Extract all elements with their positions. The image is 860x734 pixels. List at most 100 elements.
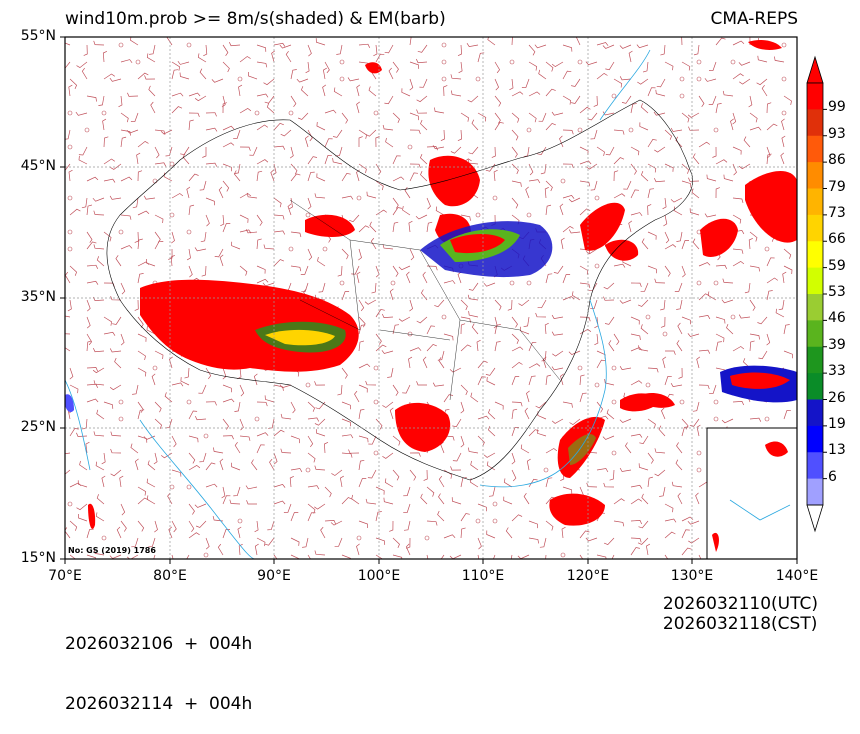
wind-barb — [579, 106, 591, 114]
wind-barb — [205, 367, 212, 380]
wind-barb — [608, 340, 615, 352]
wind-barb — [552, 350, 564, 357]
colorbar-label: 99 — [828, 99, 846, 116]
wind-barb — [452, 452, 462, 462]
wind-barb — [375, 511, 382, 522]
calm-marker — [118, 42, 124, 48]
wind-barb — [369, 221, 377, 233]
wind-barb — [523, 316, 530, 328]
wind-barb — [132, 384, 139, 395]
wind-barb — [130, 112, 139, 122]
wind-barb — [153, 452, 158, 465]
wind-barb — [384, 44, 394, 54]
wind-barb — [654, 278, 666, 284]
wind-barb — [375, 418, 383, 430]
wind-barb — [171, 382, 184, 387]
wind-barb — [664, 129, 673, 140]
wind-barb — [647, 87, 656, 97]
wind-barb — [654, 146, 666, 153]
calm-marker — [577, 127, 583, 133]
wind-barb — [494, 112, 501, 124]
wind-barb — [426, 197, 431, 210]
wind-barb — [387, 367, 394, 378]
wind-barb — [544, 322, 549, 335]
wind-barb — [324, 109, 337, 114]
wind-barb — [279, 384, 292, 389]
wind-barb — [671, 481, 683, 488]
wind-barb — [109, 384, 122, 391]
calm-marker — [305, 212, 311, 218]
wind-barb — [528, 179, 541, 184]
wind-barb — [65, 315, 71, 318]
wind-barb — [78, 155, 88, 165]
wind-barb — [382, 401, 394, 408]
wind-barb — [691, 188, 700, 199]
wind-barb — [783, 409, 791, 420]
calm-marker — [288, 110, 294, 116]
wind-barb — [389, 288, 394, 301]
wind-barb — [65, 469, 71, 475]
wind-barb — [630, 537, 642, 543]
wind-barb — [681, 547, 692, 556]
wind-barb — [415, 58, 428, 64]
wind-barb — [351, 494, 360, 505]
wind-barb — [222, 163, 232, 172]
calm-marker — [509, 280, 515, 286]
wind-barb — [217, 543, 224, 556]
wind-barb — [409, 163, 421, 169]
calm-marker — [781, 110, 787, 116]
wind-barb — [602, 435, 615, 440]
wind-barb — [587, 112, 598, 121]
wind-barb — [687, 520, 700, 525]
wind-barb — [630, 103, 637, 114]
wind-barb — [383, 497, 394, 505]
wind-barb — [505, 527, 513, 539]
wind-barb — [401, 88, 411, 97]
colorbar-label: 73 — [828, 204, 846, 221]
wind-barb — [188, 265, 193, 278]
wind-barb — [613, 520, 625, 527]
wind-barb — [460, 214, 471, 221]
wind-barb — [300, 86, 309, 97]
shade-southwest — [395, 402, 451, 452]
wind-barb — [748, 237, 753, 250]
wind-barb — [375, 180, 384, 191]
model-name: CMA-REPS — [710, 9, 798, 29]
wind-barb — [707, 291, 717, 301]
colorbar-label: 59 — [828, 257, 846, 274]
wind-barb — [511, 112, 520, 123]
wind-barb — [435, 206, 445, 216]
wind-barb — [171, 520, 177, 533]
wind-barb — [503, 496, 513, 505]
wind-barb — [392, 112, 400, 124]
wind-barb — [280, 413, 292, 420]
wind-barb — [613, 498, 625, 505]
wind-barb — [586, 163, 598, 170]
wind-barb — [358, 163, 367, 174]
wind-barb — [553, 265, 564, 274]
wind-barb — [368, 435, 377, 445]
wind-barb — [365, 380, 377, 386]
calm-marker — [118, 416, 124, 422]
wind-barb — [205, 537, 210, 550]
wind-barb — [103, 73, 116, 80]
wind-barb — [537, 299, 547, 309]
wind-barb — [109, 77, 122, 82]
wind-barb — [132, 197, 139, 209]
wind-barb — [605, 146, 615, 156]
wind-barb — [93, 431, 105, 437]
wind-barb — [749, 126, 762, 131]
wind-barb — [103, 316, 112, 326]
wind-barb — [434, 107, 445, 114]
wind-barb — [137, 350, 146, 360]
calm-marker — [696, 450, 702, 456]
wind-barb — [205, 401, 217, 406]
wind-barb — [75, 111, 88, 116]
wind-barb — [188, 464, 201, 471]
wind-barb — [613, 193, 626, 199]
wind-barb — [86, 398, 99, 403]
wind-barb — [708, 61, 717, 71]
wind-barb — [510, 554, 513, 559]
wind-barb — [194, 503, 207, 508]
map-title: wind10m.prob >= 8m/s(shaded) & EM(barb) — [65, 9, 446, 29]
